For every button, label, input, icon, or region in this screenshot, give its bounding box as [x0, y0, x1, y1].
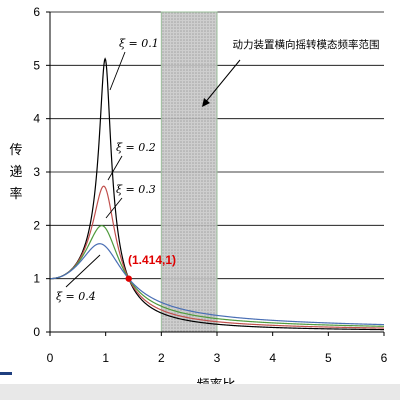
- series-label-3: ξ = 0.3: [116, 183, 156, 196]
- x-tick-label-1: 1: [102, 351, 109, 365]
- y-tick-label-5: 5: [33, 58, 40, 72]
- series-label-2: ξ = 0.2: [116, 141, 156, 154]
- band-label-arrowhead: [202, 98, 210, 107]
- y-tick-label-2: 2: [33, 218, 40, 232]
- series-leader-3: [105, 197, 123, 219]
- band-label: 动力装置横向摇转模态频率范围: [233, 38, 380, 51]
- crossover-point: [125, 275, 132, 282]
- x-tick-label-5: 5: [325, 351, 332, 365]
- y-tick-label-3: 3: [33, 165, 40, 179]
- series-label-4: ξ = 0.4: [56, 290, 96, 303]
- footer-strip: [0, 384, 400, 400]
- frequency-band-group: [160, 11, 218, 333]
- series-line-4: [49, 243, 385, 326]
- y-tick-label-1: 1: [33, 272, 40, 286]
- axes: 0 1 2 3 4 5 6 0 1 2 3 4 5 6: [33, 5, 387, 365]
- y-tick-label-4: 4: [33, 112, 40, 126]
- x-tick-label-0: 0: [47, 351, 54, 365]
- series-line-2: [49, 185, 385, 329]
- series-lines: [49, 57, 385, 331]
- footer-accent-bar: [0, 372, 12, 375]
- x-tick-label-4: 4: [269, 351, 276, 365]
- y-tick-label-6: 6: [33, 5, 40, 19]
- series-leader-1: [109, 51, 126, 91]
- y-tick-label-0: 0: [33, 325, 40, 339]
- x-tick-label-3: 3: [214, 351, 221, 365]
- crossover-label: (1.414,1): [128, 253, 176, 267]
- frequency-band: [161, 12, 217, 332]
- y-axis-title: 传递率: [9, 143, 22, 202]
- series-line-3: [49, 225, 385, 327]
- x-tick-label-2: 2: [158, 351, 165, 365]
- band-label-pointer: [203, 59, 241, 105]
- series-label-1: ξ = 0.1: [119, 37, 159, 50]
- series-leader-2: [107, 155, 123, 181]
- series-leader-4: [65, 254, 101, 288]
- x-tick-label-6: 6: [381, 351, 388, 365]
- series-line-1: [49, 57, 384, 331]
